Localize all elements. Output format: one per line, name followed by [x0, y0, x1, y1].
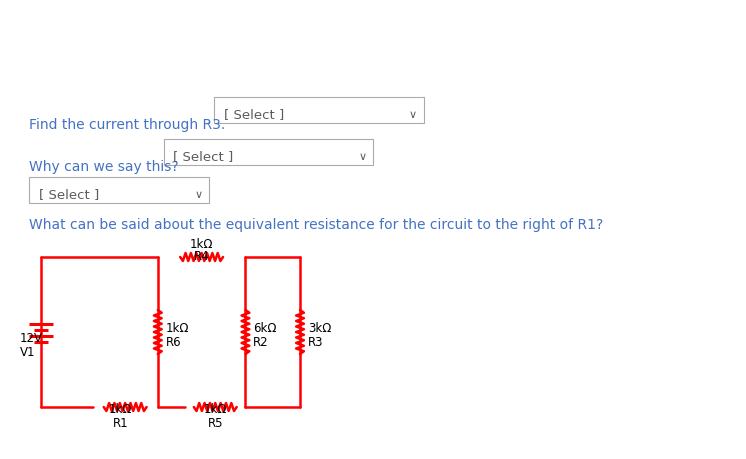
Text: 1kΩ: 1kΩ — [204, 402, 227, 415]
Text: 1kΩ: 1kΩ — [109, 402, 132, 415]
FancyBboxPatch shape — [214, 98, 424, 124]
Text: ∨: ∨ — [409, 110, 417, 120]
Text: 1kΩ: 1kΩ — [166, 321, 189, 334]
Text: V1: V1 — [19, 346, 35, 359]
Text: R1: R1 — [113, 416, 128, 429]
Text: ∨: ∨ — [358, 151, 366, 162]
Text: Why can we say this?: Why can we say this? — [29, 160, 179, 174]
Text: R6: R6 — [166, 336, 181, 349]
Text: R4: R4 — [194, 249, 210, 263]
Text: [ Select ]: [ Select ] — [173, 150, 233, 163]
FancyBboxPatch shape — [163, 140, 373, 166]
Text: [ Select ]: [ Select ] — [224, 108, 284, 121]
Text: Find the current through R3.: Find the current through R3. — [29, 118, 225, 132]
FancyBboxPatch shape — [29, 178, 210, 203]
Text: 1kΩ: 1kΩ — [190, 237, 213, 251]
Text: [ Select ]: [ Select ] — [39, 188, 99, 201]
Text: R2: R2 — [253, 336, 269, 349]
Text: R5: R5 — [207, 416, 223, 429]
Text: R3: R3 — [308, 336, 323, 349]
Text: 12V: 12V — [19, 331, 43, 344]
Text: ∨: ∨ — [195, 190, 203, 200]
Text: 6kΩ: 6kΩ — [253, 321, 277, 334]
Text: 3kΩ: 3kΩ — [308, 321, 331, 334]
Text: What can be said about the equivalent resistance for the circuit to the right of: What can be said about the equivalent re… — [29, 218, 604, 231]
